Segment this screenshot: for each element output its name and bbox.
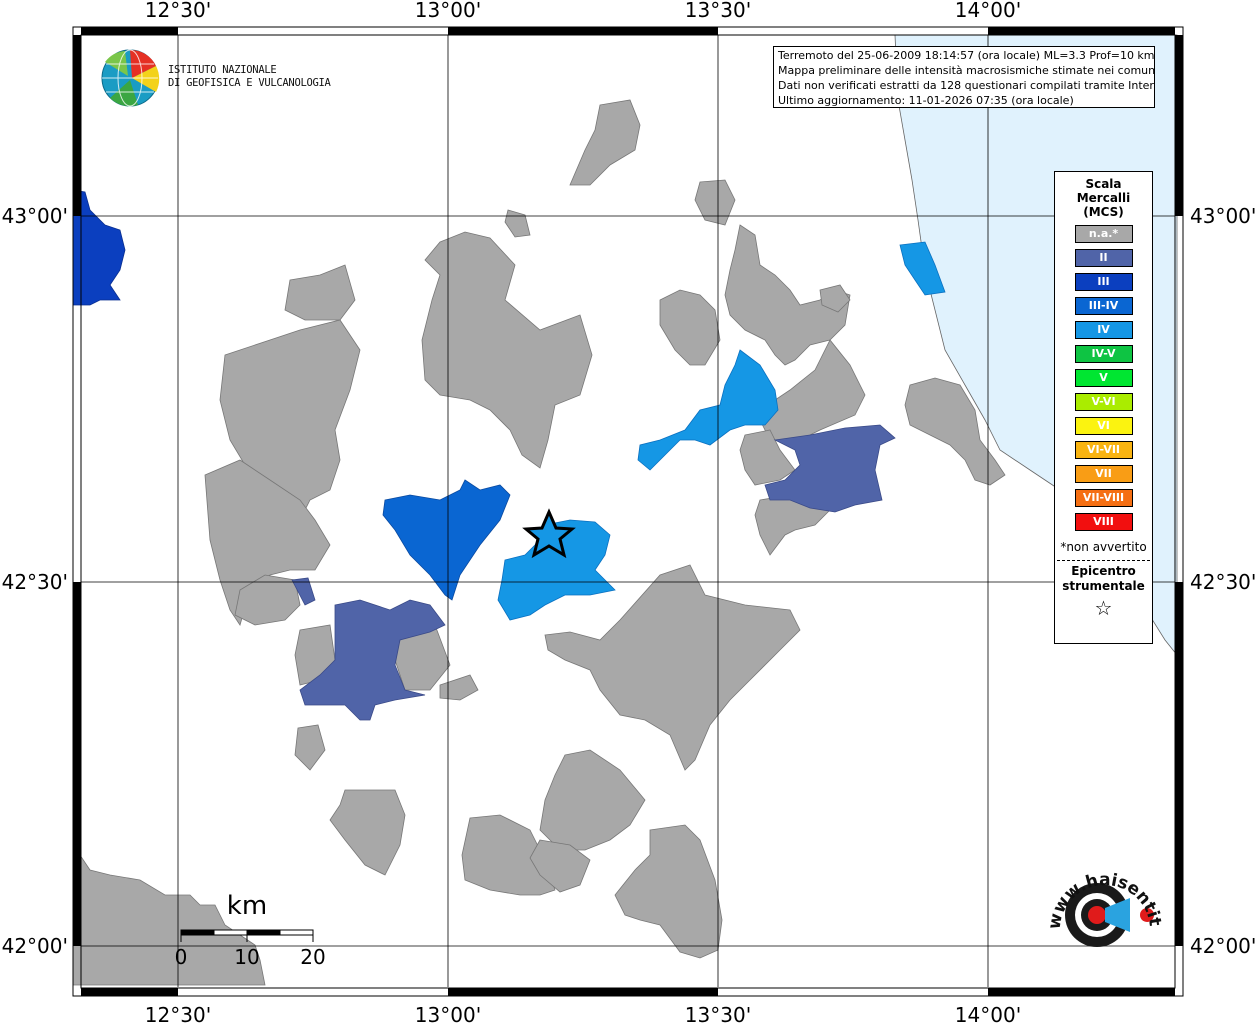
scale-tick-label: 20 [300,945,325,969]
lat-label: 43°00' [1190,204,1256,228]
lat-labels-left: 43°00' 42°30' 42°00' [2,204,68,958]
legend-swatch: V [1074,369,1133,387]
logo-line: DI GEOFISICA E VULCANOLOGIA [168,77,331,89]
legend-swatch: V-VI [1074,393,1133,411]
comune-area [659,289,721,366]
legend-swatch: III [1074,273,1133,291]
lat-label: 42°30' [1190,570,1256,594]
comune-area [294,724,326,771]
comune-area [284,264,356,321]
comune-area [614,824,723,959]
lon-label: 13°00' [415,0,481,22]
scale-unit: km [227,891,267,921]
comuni-intensity-iv [497,241,946,621]
scale-bar: km 0 10 20 [175,891,326,969]
legend-swatch: VII [1074,465,1133,483]
info-line: Ultimo aggiornamento: 11-01-2026 07:35 (… [778,94,1074,107]
legend-title-line: (MCS) [1083,205,1124,219]
info-line: Terremoto del 25-06-2009 18:14:57 (ora l… [778,49,1155,62]
lon-label: 13°00' [415,1003,481,1024]
comune-area [421,231,593,469]
comune-intensity-iii-iv [382,479,511,601]
comune-area [529,839,591,893]
legend-swatch: VII-VIII [1074,489,1133,507]
logo-line: ISTITUTO NAZIONALE [168,64,277,76]
legend-swatch: II [1074,249,1133,267]
lon-label: 12°30' [145,0,211,22]
comune-area [539,749,646,851]
comune-area [569,99,641,186]
comune-area [439,674,479,701]
comune-area [461,814,556,896]
lon-labels-bottom: 12°30' 13°00' 13°30' 14°00' [145,1003,1021,1024]
legend-note: *non avvertito [1060,540,1147,554]
comune-area [291,577,316,606]
legend-star-icon: ☆ [1094,596,1113,620]
legend-swatch: n.a.* [1074,225,1133,243]
comune-area [234,574,301,626]
legend-swatch: III-IV [1074,297,1133,315]
legend-epicenter-label: Epicentro strumentale [1055,564,1152,594]
lat-label: 42°00' [1190,934,1256,958]
lon-label: 13°30' [685,0,751,22]
mcs-legend: Scala Mercalli (MCS) n.a.* II III III-IV IV I… [1054,171,1153,644]
comune-area [739,429,796,486]
comune-area [504,209,531,238]
lon-labels-top: 12°30' 13°00' 13°30' 14°00' [145,0,1021,22]
lat-labels-right: 43°00' 42°30' 42°00' [1190,204,1256,958]
info-line: Mappa preliminare delle intensità macros… [778,64,1155,77]
comune-area [329,789,406,876]
scale-tick-label: 0 [175,945,188,969]
legend-title-line: Mercalli [1076,191,1131,205]
info-line: Dati non verificati estratti da 128 ques… [778,79,1155,92]
legend-swatch: IV [1074,321,1133,339]
lon-label: 13°30' [685,1003,751,1024]
epicenter-star-icon [522,508,576,559]
legend-swatch: VI [1074,417,1133,435]
lat-label: 42°30' [2,570,68,594]
comuni-intensity-ii [291,424,896,721]
comune-area [899,241,946,296]
comune-area [694,179,736,226]
legend-epicenter-line: Epicentro [1071,564,1136,578]
legend-title-line: Scala [1085,177,1122,191]
comune-area [904,377,1006,486]
legend-swatch: IV-V [1074,345,1133,363]
legend-title: Scala Mercalli (MCS) [1055,177,1152,219]
ingv-logo-icon [101,49,160,107]
lat-label: 42°00' [2,934,68,958]
lon-label: 14°00' [955,1003,1021,1024]
lon-label: 12°30' [145,1003,211,1024]
ingv-logo-text: ISTITUTO NAZIONALE DI GEOFISICA E VULCAN… [168,64,331,90]
comune-area [299,599,446,721]
scale-tick-label: 10 [234,945,259,969]
comune-area [204,459,331,626]
comune-area [72,854,266,986]
comune-intensity-iii [72,189,126,306]
legend-swatch: VI-VII [1074,441,1133,459]
comune-area [544,564,801,771]
map-frame [72,26,1184,997]
legend-epicenter-line: strumentale [1062,579,1145,593]
comune-area [637,349,779,471]
comune-area [819,284,851,313]
comuni-not-felt [72,99,1006,986]
comune-area [764,424,896,513]
graticule [81,35,1175,987]
legend-divider [1057,560,1150,561]
lon-label: 14°00' [955,0,1021,22]
legend-swatches: n.a.* II III III-IV IV IV-V V V-VI VI VI-VII VII VI… [1055,225,1152,531]
event-info-box: Terremoto del 25-06-2009 18:14:57 (ora l… [773,46,1155,108]
legend-swatch: VIII [1074,513,1133,531]
lat-label: 43°00' [2,204,68,228]
